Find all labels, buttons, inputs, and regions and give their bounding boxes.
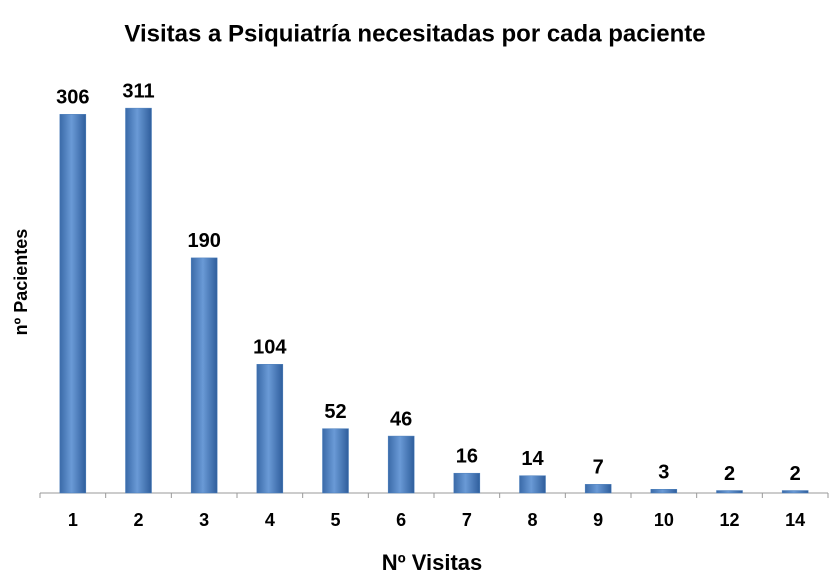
bar	[125, 107, 152, 494]
bar	[716, 490, 743, 494]
x-tick-label: 3	[199, 510, 209, 530]
data-label: 16	[456, 445, 478, 467]
bar	[322, 428, 349, 494]
x-tick-label: 7	[462, 510, 472, 530]
data-label: 14	[521, 448, 544, 470]
data-label: 2	[724, 463, 735, 485]
bar	[519, 475, 546, 494]
x-tick-label: 6	[396, 510, 406, 530]
data-label: 104	[253, 337, 287, 359]
bar	[650, 489, 678, 494]
x-tick-label: 12	[719, 510, 739, 530]
bar	[387, 435, 415, 494]
data-label: 46	[390, 408, 412, 430]
x-tick-label: 8	[527, 510, 537, 530]
x-tick-label: 10	[654, 510, 674, 530]
y-axis-label: nº Pacientes	[11, 229, 31, 336]
x-tick-label: 2	[133, 510, 143, 530]
bar	[190, 257, 218, 494]
x-tick-label: 1	[68, 510, 78, 530]
data-label: 52	[324, 401, 346, 423]
data-label: 190	[187, 230, 220, 252]
data-label: 2	[790, 463, 801, 485]
data-label: 3	[658, 462, 669, 484]
x-tick-label: 5	[330, 510, 340, 530]
data-label: 7	[593, 457, 604, 479]
x-axis-label: Nº Visitas	[382, 550, 483, 575]
data-label: 306	[56, 87, 89, 109]
x-tick-label: 4	[265, 510, 275, 530]
bar	[781, 490, 809, 494]
bar	[59, 114, 87, 494]
chart-title: Visitas a Psiquiatría necesitadas por ca…	[124, 20, 705, 47]
data-label: 311	[122, 80, 154, 102]
x-tick-label: 14	[785, 510, 805, 530]
bar	[584, 484, 612, 494]
bar	[256, 364, 284, 494]
x-tick-label: 9	[593, 510, 603, 530]
bar	[453, 472, 481, 494]
